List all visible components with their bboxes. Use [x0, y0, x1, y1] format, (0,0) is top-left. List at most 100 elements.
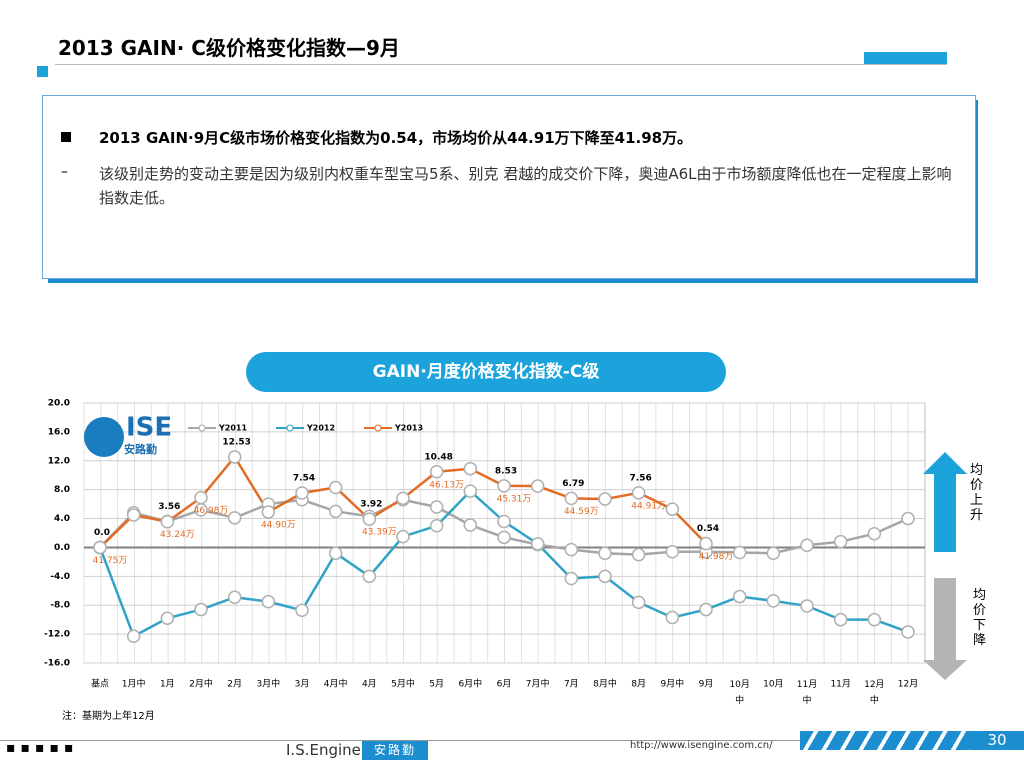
x-tick-label: 10月中 [729, 679, 749, 706]
x-tick-label: 5月中 [391, 678, 415, 690]
point [766, 594, 781, 608]
logo-subname: 安路勤 [124, 442, 157, 456]
dash: – [61, 164, 68, 180]
point [126, 508, 141, 522]
price-label: 44.90万 [261, 521, 296, 531]
price-label: 43.24万 [160, 530, 195, 540]
y-tick-label: 0.0 [54, 543, 70, 553]
x-tick-label: 9月中 [660, 678, 684, 690]
point [429, 500, 444, 514]
point [396, 529, 410, 544]
chart-title: GAIN·月度价格变化指数-C级 [246, 352, 726, 392]
legend-label: Y2011 [218, 424, 247, 433]
point [598, 546, 612, 560]
point [160, 611, 175, 625]
point [227, 511, 242, 525]
point [261, 594, 276, 609]
point [362, 512, 377, 526]
x-tick-label: 5月 [429, 679, 444, 690]
x-tick-label: 7月 [564, 679, 579, 690]
data-label: 0.0 [94, 528, 110, 538]
legend-marker [374, 424, 382, 432]
point [497, 530, 511, 545]
point [530, 537, 545, 551]
legend-marker [286, 424, 294, 432]
point [429, 465, 444, 479]
price-label: 44.91万 [631, 501, 666, 511]
point [732, 589, 747, 604]
point [429, 519, 444, 533]
y-tick-label: 4.0 [54, 514, 70, 524]
data-label: 10.48 [424, 452, 452, 462]
footer-stripes [800, 731, 970, 750]
y-tick-label: 12.0 [48, 456, 70, 466]
point [564, 571, 579, 586]
x-tick-label: 3月 [295, 679, 310, 690]
x-tick-label: 11月 [830, 679, 850, 690]
point [901, 511, 915, 526]
data-label: 0.54 [697, 524, 719, 534]
y-tick-label: -16.0 [44, 659, 70, 669]
price-label: 46.13万 [429, 480, 464, 490]
data-label: 3.92 [360, 500, 382, 510]
point [901, 625, 915, 639]
data-label: 12.53 [222, 437, 250, 447]
y-tick-label: 16.0 [48, 427, 70, 437]
logo-name: ISE [126, 413, 172, 443]
x-tick-label: 8月中 [593, 678, 617, 690]
point [833, 534, 848, 549]
detail-text: 该级别走势的变动主要是因为级别内权重车型宝马5系、别克 君越的成交价下降，奥迪A… [99, 165, 952, 207]
title-bar [864, 52, 947, 64]
point [227, 590, 242, 605]
down-label: 均价下降 [973, 588, 986, 648]
point [631, 595, 646, 610]
x-tick-label: 11月中 [797, 679, 817, 706]
point [227, 450, 242, 464]
x-tick-label: 9月 [699, 679, 714, 690]
point [463, 461, 478, 476]
x-tick-label: 1月中 [122, 678, 146, 690]
x-tick-label: 12月 [898, 679, 918, 690]
point [665, 502, 680, 516]
x-tick-label: 6月中 [458, 678, 482, 690]
bullet-text: 2013 GAIN·9月C级市场价格变化指数为0.54，市场均价从44.91万下… [99, 129, 693, 147]
footer-dots: ▪▪▪▪▪ [6, 740, 79, 756]
data-label: 6.79 [562, 479, 584, 489]
logo: ISE 安路勤 [84, 413, 172, 457]
data-label: 3.56 [158, 502, 180, 512]
note: 注：基期为上年12月 [62, 711, 155, 722]
price-label: 46.98万 [194, 506, 229, 516]
point [160, 514, 175, 529]
point [328, 546, 343, 560]
point [295, 486, 309, 500]
point [766, 546, 781, 560]
legend-label: Y2013 [394, 424, 423, 433]
legend-label: Y2012 [306, 424, 335, 433]
page-number: 30 [970, 731, 1024, 750]
point [564, 491, 579, 506]
up-label: 均价上升 [970, 463, 983, 523]
y-tick-label: -12.0 [44, 630, 70, 640]
x-tick-label: 1月 [160, 679, 175, 690]
point [126, 629, 141, 644]
point [631, 486, 646, 500]
point [699, 602, 713, 617]
point [699, 536, 713, 551]
footer-url: http://www.isengine.com.cn/ [630, 740, 773, 751]
footer-brand: I.S.Engine [286, 741, 361, 759]
point [261, 505, 276, 519]
point [800, 538, 814, 553]
point [665, 545, 680, 559]
point [530, 479, 545, 493]
x-tick-label: 8月 [631, 679, 646, 690]
up-arrow [923, 452, 967, 552]
down-arrow [923, 578, 967, 680]
data-label: 8.53 [495, 466, 517, 476]
point [833, 612, 848, 627]
data-label: 7.54 [293, 473, 315, 483]
logo-mark [84, 417, 124, 457]
point [463, 518, 478, 532]
point [194, 490, 208, 505]
point [396, 491, 410, 506]
